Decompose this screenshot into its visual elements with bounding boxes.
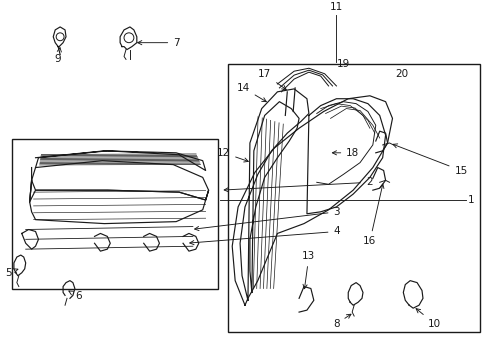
Text: 9: 9 <box>55 48 61 64</box>
Text: 19: 19 <box>336 59 349 69</box>
Text: 13: 13 <box>302 251 315 289</box>
Text: 2: 2 <box>224 177 372 192</box>
Text: 10: 10 <box>415 309 441 329</box>
Text: 16: 16 <box>363 184 383 246</box>
Text: 1: 1 <box>467 195 474 205</box>
Text: 6: 6 <box>69 291 81 301</box>
Text: 18: 18 <box>332 148 359 158</box>
Text: 7: 7 <box>138 38 180 48</box>
Text: 4: 4 <box>189 226 340 245</box>
Text: 12: 12 <box>217 148 248 162</box>
Text: 15: 15 <box>392 144 467 176</box>
Text: 11: 11 <box>329 2 343 12</box>
Text: 20: 20 <box>395 69 408 79</box>
Bar <box>12 139 218 288</box>
Text: 17: 17 <box>258 69 285 90</box>
Text: 8: 8 <box>332 314 350 329</box>
Text: 3: 3 <box>194 207 340 231</box>
Bar <box>228 64 479 332</box>
Text: 14: 14 <box>236 83 266 102</box>
Text: 5: 5 <box>5 268 18 278</box>
